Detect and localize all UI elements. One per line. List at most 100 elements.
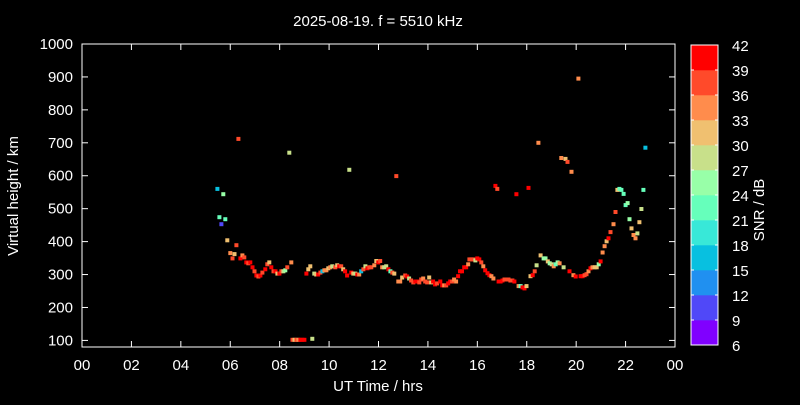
colorbar-tick-label: 15 <box>732 263 749 280</box>
y-tick-label: 300 <box>48 267 73 284</box>
data-point <box>421 276 426 281</box>
data-point <box>493 183 498 188</box>
data-point <box>438 279 443 284</box>
data-point <box>308 264 313 269</box>
data-point <box>302 337 307 342</box>
data-point <box>248 260 253 265</box>
data-point <box>219 222 224 227</box>
colorbar-tick-label: 24 <box>732 188 749 205</box>
data-point <box>530 273 535 278</box>
x-axis-label: UT Time / hrs <box>333 378 423 395</box>
data-point <box>619 187 624 192</box>
colorbar-bin <box>691 245 718 271</box>
data-point <box>242 255 247 260</box>
data-point <box>606 236 611 241</box>
y-tick-label: 100 <box>48 332 73 349</box>
data-point <box>586 269 591 274</box>
colorbar-bin <box>691 295 718 321</box>
data-point <box>304 271 309 276</box>
colorbar-tick-label: 30 <box>732 138 749 155</box>
data-point <box>435 281 440 286</box>
data-point <box>427 275 432 280</box>
data-point <box>287 150 292 155</box>
x-tick-label: 16 <box>469 357 486 374</box>
data-point <box>252 269 257 274</box>
data-point <box>532 269 537 274</box>
data-point <box>215 186 220 191</box>
x-tick-label: 06 <box>222 357 239 374</box>
data-point <box>221 192 226 197</box>
data-point <box>573 274 578 279</box>
data-point <box>361 267 366 272</box>
data-point <box>234 243 239 248</box>
y-tick-label: 900 <box>48 69 73 86</box>
data-point <box>258 273 263 278</box>
data-point <box>557 261 562 266</box>
data-point <box>627 217 632 222</box>
data-point <box>594 265 599 270</box>
data-point <box>643 145 648 150</box>
data-point <box>639 207 644 211</box>
data-point <box>392 271 397 276</box>
data-point <box>466 262 471 267</box>
data-point <box>260 270 265 275</box>
data-point <box>269 265 274 270</box>
data-point <box>372 263 377 268</box>
data-point <box>495 186 500 191</box>
data-point <box>343 269 348 274</box>
colorbar-bin <box>691 70 718 96</box>
data-point <box>409 278 414 283</box>
colorbar-tick-label: 33 <box>732 113 749 130</box>
data-point <box>306 267 311 272</box>
x-tick-label: 20 <box>568 357 585 374</box>
data-point <box>602 244 607 249</box>
x-tick-label: 04 <box>172 357 189 374</box>
data-point <box>425 280 430 285</box>
colorbar-tick-label: 42 <box>732 38 749 55</box>
data-point <box>524 284 529 289</box>
data-point <box>236 136 241 141</box>
data-point <box>608 230 613 235</box>
data-point <box>479 260 484 265</box>
data-point <box>565 159 570 164</box>
colorbar-tick-label: 18 <box>732 238 749 255</box>
data-point <box>569 169 574 174</box>
data-point <box>285 265 290 270</box>
data-point <box>561 265 566 270</box>
data-point <box>536 140 541 145</box>
data-point <box>637 220 642 225</box>
colorbar-bin <box>691 95 718 121</box>
colorbar-bin <box>691 45 718 71</box>
data-point <box>590 265 595 270</box>
data-point <box>230 256 235 261</box>
data-point <box>641 187 646 192</box>
data-point <box>576 76 581 81</box>
y-tick-label: 600 <box>48 168 73 185</box>
data-point <box>489 274 494 279</box>
data-point <box>481 264 486 269</box>
data-point <box>345 273 350 278</box>
data-point <box>559 156 564 160</box>
data-point <box>225 238 230 243</box>
colorbar-bin <box>691 270 718 296</box>
data-point <box>464 265 469 270</box>
colorbar-bin <box>691 220 718 246</box>
x-tick-label: 00 <box>74 357 91 374</box>
data-point <box>384 264 389 269</box>
data-point <box>563 156 568 161</box>
data-point <box>310 336 315 341</box>
x-tick-label: 18 <box>518 357 535 374</box>
data-point <box>378 259 383 263</box>
data-point <box>359 269 364 274</box>
data-point <box>347 167 352 172</box>
data-point <box>431 279 436 284</box>
colorbar-label: SNR / dB <box>751 179 768 242</box>
data-point <box>232 252 237 257</box>
data-point <box>571 273 576 278</box>
y-tick-label: 1000 <box>40 36 73 53</box>
plot-frame <box>81 43 676 348</box>
data-point <box>483 268 488 273</box>
colorbar-tick-label: 12 <box>732 288 749 305</box>
data-point <box>621 191 626 196</box>
